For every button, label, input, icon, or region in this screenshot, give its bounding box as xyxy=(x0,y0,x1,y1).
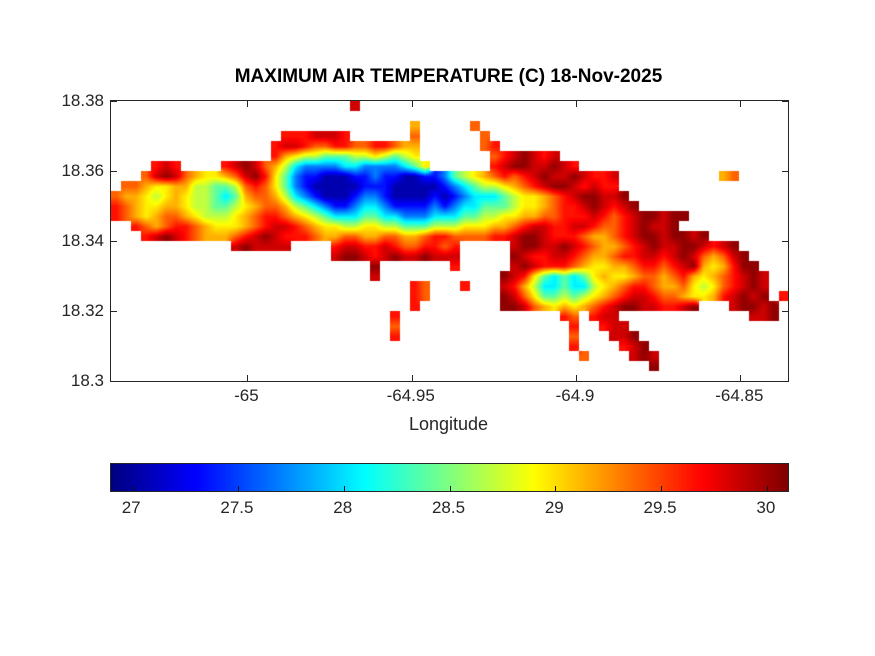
y-tick-mark xyxy=(111,171,117,172)
colorbar xyxy=(110,463,789,492)
x-tick-label: -64.9 xyxy=(555,386,595,405)
x-tick-mark xyxy=(740,101,742,107)
y-tick-mark xyxy=(782,381,788,382)
chart-title: MAXIMUM AIR TEMPERATURE (C) 18-Nov-2025 xyxy=(234,66,663,87)
y-tick-mark xyxy=(782,101,788,102)
colorbar-tick-mark xyxy=(661,486,663,491)
colorbar-tick-label: 28.5 xyxy=(431,498,466,517)
x-tick-mark xyxy=(247,101,249,107)
colorbar-tick-mark xyxy=(449,486,451,491)
colorbar-tick-mark xyxy=(555,486,557,491)
x-tick-mark xyxy=(740,375,742,381)
colorbar-tick-label: 30 xyxy=(756,498,776,517)
colorbar-tick-label: 27.5 xyxy=(220,498,254,517)
y-tick-label: 18.36 xyxy=(61,161,104,180)
y-tick-mark xyxy=(782,311,788,312)
colorbar-tick-mark xyxy=(343,486,345,491)
y-tick-mark xyxy=(111,381,117,382)
y-tick-label: 18.34 xyxy=(61,231,104,250)
x-tick-mark xyxy=(576,375,578,381)
x-tick-mark xyxy=(411,101,413,107)
x-axis-label: Longitude xyxy=(408,414,489,434)
y-tick-label: 18.38 xyxy=(61,91,104,110)
y-tick-label: 18.32 xyxy=(61,301,104,320)
plot-area xyxy=(110,100,789,382)
y-tick-mark xyxy=(111,101,117,102)
colorbar-tick-label: 29.5 xyxy=(643,498,677,517)
x-tick-label: -64.95 xyxy=(386,386,435,405)
y-tick-mark xyxy=(782,171,788,172)
y-tick-mark xyxy=(111,311,117,312)
colorbar-tick-label: 27 xyxy=(121,498,141,517)
temperature-heatmap-canvas xyxy=(111,101,788,381)
y-tick-mark xyxy=(111,241,117,242)
colorbar-tick-mark xyxy=(766,486,768,491)
y-tick-mark xyxy=(782,241,788,242)
x-tick-mark xyxy=(411,375,413,381)
colorbar-tick-label: 28 xyxy=(333,498,353,517)
y-tick-label: 18.3 xyxy=(70,371,104,390)
x-tick-mark xyxy=(247,375,249,381)
x-tick-label: -64.85 xyxy=(715,386,764,405)
colorbar-tick-mark xyxy=(132,486,134,491)
colorbar-tick-label: 29 xyxy=(544,498,564,517)
x-tick-label: -65 xyxy=(234,386,259,405)
x-tick-mark xyxy=(576,101,578,107)
colorbar-tick-mark xyxy=(237,486,239,491)
